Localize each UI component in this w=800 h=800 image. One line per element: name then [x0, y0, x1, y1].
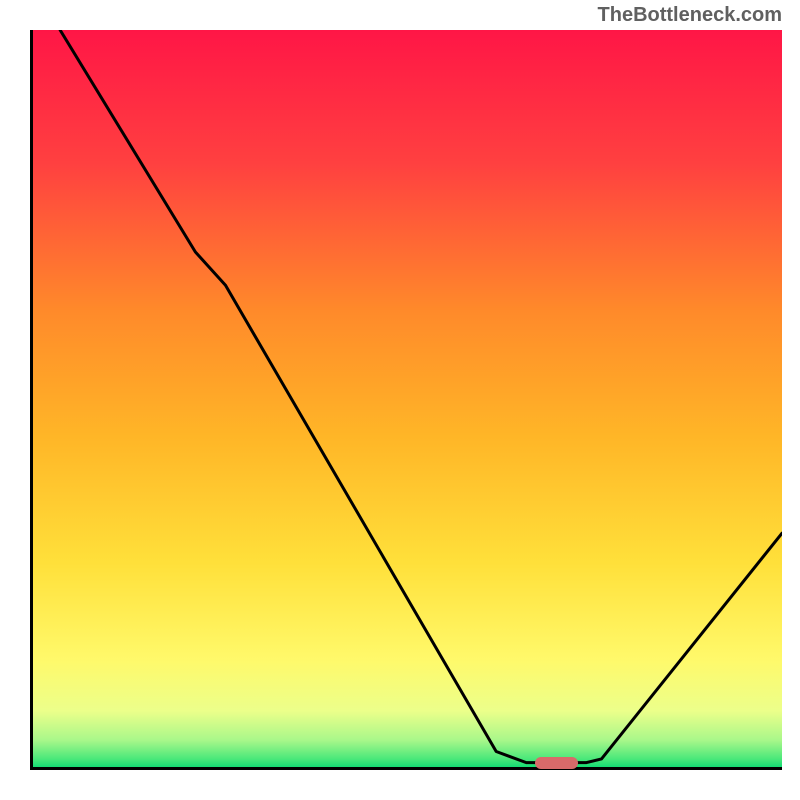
curve-path: [60, 30, 782, 763]
watermark-text: TheBottleneck.com: [598, 4, 782, 27]
chart-marker: [535, 757, 579, 769]
chart-plot-area: [30, 30, 782, 770]
chart-curve: [30, 30, 782, 770]
